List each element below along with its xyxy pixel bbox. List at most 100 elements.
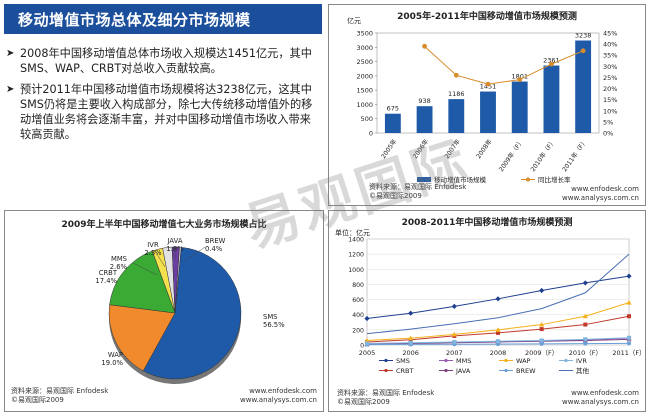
series-point xyxy=(627,335,631,340)
y2-tick-label: 20% xyxy=(603,85,617,93)
line-chart-svg: 单位：亿元 0 200 400 600 800 1000 1200 1400 2005 2006 20… xyxy=(335,228,645,375)
pie-label-java: JAVA 1.8% xyxy=(166,237,184,253)
growth-rate-point xyxy=(549,61,554,67)
bullet-text: 2008年中国移动增值总体市场收入规模达1451亿元，其中SMS、WAP、CRB… xyxy=(20,47,312,75)
legend-label: WAP xyxy=(516,357,531,365)
series-point xyxy=(582,313,588,319)
y-tick-label: 600 xyxy=(352,297,364,304)
series-point xyxy=(583,322,588,327)
series-point xyxy=(627,314,631,319)
growth-rate-point xyxy=(517,77,523,83)
legend-label: SMS xyxy=(396,357,410,365)
bullet-item: ➤ 2008年中国移动增值总体市场收入规模达1451亿元，其中SMS、WAP、C… xyxy=(6,46,322,76)
series-point xyxy=(626,300,632,305)
legend-marker xyxy=(444,368,448,373)
arrow-bullet-icon: ➤ xyxy=(6,48,15,59)
y-tick-label: 200 xyxy=(352,327,364,334)
bar xyxy=(511,81,528,133)
growth-rate-point xyxy=(580,48,586,54)
series-point xyxy=(583,341,588,346)
series-point xyxy=(451,331,457,337)
bar-chart-svg: 亿元 0 500 1000 1500 2000 2500 3000 3500 0% 5% 10% 15%… xyxy=(347,16,617,184)
bar xyxy=(480,91,496,133)
x-tick-label: 2007 xyxy=(446,349,463,357)
y2-tick-label: 0% xyxy=(603,130,613,138)
pie-slice-brew xyxy=(174,246,182,314)
pie-label-crbt: CRBT 17.4% xyxy=(95,269,117,285)
growth-rate-point xyxy=(422,43,427,49)
page-title-bar: 移动增值市场总体及细分市场规模 xyxy=(4,4,322,34)
bar-value-label: 675 xyxy=(387,105,399,113)
y-tick-label: 1000 xyxy=(356,101,373,109)
series-point xyxy=(495,327,501,332)
legend-marker xyxy=(384,358,388,363)
page-title: 移动增值市场总体及细分市场规模 xyxy=(18,11,251,29)
chart-source: 资料来源：易观国际 Enfodesk ©易观国际2009 xyxy=(337,389,435,406)
y-tick-label: 3500 xyxy=(356,30,373,38)
y-tick-label: 500 xyxy=(361,115,373,123)
series-point xyxy=(408,340,413,345)
growth-rate-line xyxy=(424,45,584,85)
chart-website: www.enfodesk.com www.analysys.com.cn xyxy=(562,185,639,202)
series-point xyxy=(496,330,500,335)
legend-swatch xyxy=(417,177,431,182)
segment-line-chart-panel: 2008-2011年中国移动增值市场规模预测 单位：亿元 0 200 400 600 80… xyxy=(328,210,646,412)
series-point xyxy=(627,341,631,346)
chart-website: www.enfodesk.com www.analysys.com.cn xyxy=(240,387,317,404)
leader-line xyxy=(154,250,166,268)
x-tick-label: 2011（F） xyxy=(612,349,645,357)
chart-website: www.enfodesk.com www.analysys.com.cn xyxy=(562,389,639,406)
pie-slice-sms xyxy=(142,247,242,380)
legend-marker xyxy=(504,358,508,363)
x-tick-label: 2009（F） xyxy=(525,349,558,357)
chart-title: 2008-2011年中国移动增值市场规模预测 xyxy=(401,218,573,228)
pie-label-wap: WAP 19.0% xyxy=(101,351,123,367)
pie-chart-svg: SMS 56.5% WAP 19.0% CRBT 17.4%MMS 2.6% IVR 2.3%J… xyxy=(95,237,285,384)
y-tick-label: 0 xyxy=(369,130,373,138)
series-point xyxy=(539,327,544,332)
series-point xyxy=(539,287,545,294)
series-point xyxy=(364,315,370,322)
pie-label-brew: BREW 0.4% xyxy=(205,237,226,253)
legend-marker xyxy=(564,358,568,363)
y-tick-label: 3000 xyxy=(356,44,373,52)
series-point xyxy=(539,338,544,343)
x-tick-label: 2008 xyxy=(490,349,507,357)
x-tick-label: 2011年（F） xyxy=(561,138,589,174)
bar-value-label: 1801 xyxy=(511,73,528,81)
x-tick-label: 2010年（F） xyxy=(529,138,557,174)
y2-tick-label: 15% xyxy=(603,96,617,104)
legend-label: JAVA xyxy=(455,367,471,375)
market-size-bar-chart-panel: 2005年-2011年中国移动增值市场规模预测 亿元 0 500 1000 1500 20… xyxy=(328,4,646,206)
legend-label: IVR xyxy=(576,357,587,365)
chart-source: 资料来源：易观国际 Enfodesk ©易观国际2009 xyxy=(369,183,467,200)
bar-value-label: 3238 xyxy=(575,31,592,39)
unit-label: 亿元 xyxy=(347,16,361,25)
bullet-list: ➤ 2008年中国移动增值总体市场收入规模达1451亿元，其中SMS、WAP、C… xyxy=(6,46,322,148)
legend-label: 移动增值市场规模 xyxy=(434,175,487,184)
y2-tick-label: 10% xyxy=(603,107,617,115)
x-tick-label: 2006年 xyxy=(411,138,430,161)
bar xyxy=(543,65,560,133)
y-tick-label: 2000 xyxy=(356,72,373,80)
legend-label: BREW xyxy=(516,367,536,375)
growth-rate-point xyxy=(485,81,491,87)
arrow-bullet-icon: ➤ xyxy=(6,84,15,95)
growth-rate-point xyxy=(453,72,459,78)
legend-label: 同比增长率 xyxy=(538,175,571,184)
x-tick-label: 2007年 xyxy=(443,138,462,161)
pie-slice-wap xyxy=(108,304,176,372)
y-tick-label: 1500 xyxy=(356,87,373,95)
series-line xyxy=(366,253,630,335)
y-tick-label: 1200 xyxy=(348,252,364,259)
series-point xyxy=(496,339,500,344)
legend-label: CRBT xyxy=(396,367,414,375)
pie-label-ivr: IVR 2.3% xyxy=(144,241,162,257)
x-tick-label: 2005年 xyxy=(379,138,398,161)
pie-label-sms: SMS 56.5% xyxy=(263,313,285,329)
y-tick-label: 800 xyxy=(352,282,364,289)
leader-line xyxy=(184,246,206,262)
series-point xyxy=(452,339,457,344)
y2-tick-label: 5% xyxy=(603,118,613,126)
legend-marker xyxy=(504,368,508,373)
